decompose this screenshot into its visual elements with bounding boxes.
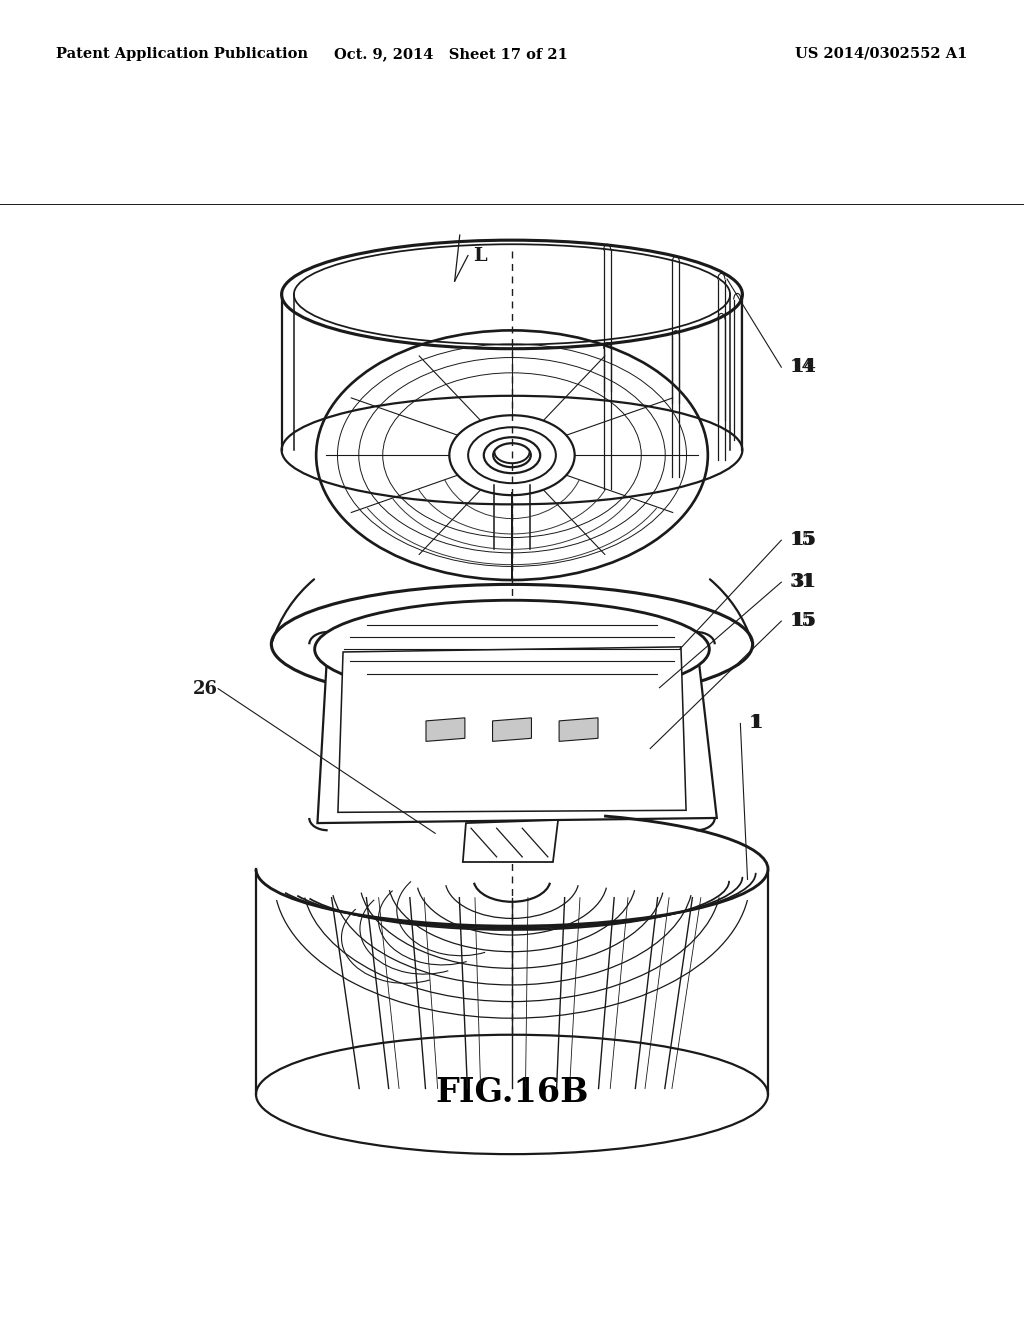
Text: 31: 31 [790, 573, 814, 591]
Text: US 2014/0302552 A1: US 2014/0302552 A1 [796, 46, 968, 61]
Polygon shape [338, 647, 686, 812]
Polygon shape [493, 718, 531, 742]
Ellipse shape [256, 1035, 768, 1154]
Text: 1: 1 [749, 714, 761, 733]
Polygon shape [426, 718, 465, 742]
Text: Patent Application Publication: Patent Application Publication [56, 46, 308, 61]
Ellipse shape [314, 601, 710, 698]
Polygon shape [463, 820, 558, 862]
Text: 15: 15 [790, 531, 815, 549]
Polygon shape [317, 639, 717, 824]
Polygon shape [559, 718, 598, 742]
Text: 15: 15 [792, 531, 817, 549]
Text: Oct. 9, 2014   Sheet 17 of 21: Oct. 9, 2014 Sheet 17 of 21 [334, 46, 567, 61]
Text: 15: 15 [790, 612, 815, 630]
Text: 15: 15 [792, 612, 817, 630]
Text: 1: 1 [751, 714, 763, 733]
Text: 26: 26 [193, 680, 217, 698]
Text: L: L [473, 247, 486, 264]
Text: 14: 14 [790, 358, 814, 376]
Text: 14: 14 [792, 358, 816, 376]
Text: FIG.16B: FIG.16B [435, 1076, 589, 1109]
Text: 31: 31 [792, 573, 816, 591]
